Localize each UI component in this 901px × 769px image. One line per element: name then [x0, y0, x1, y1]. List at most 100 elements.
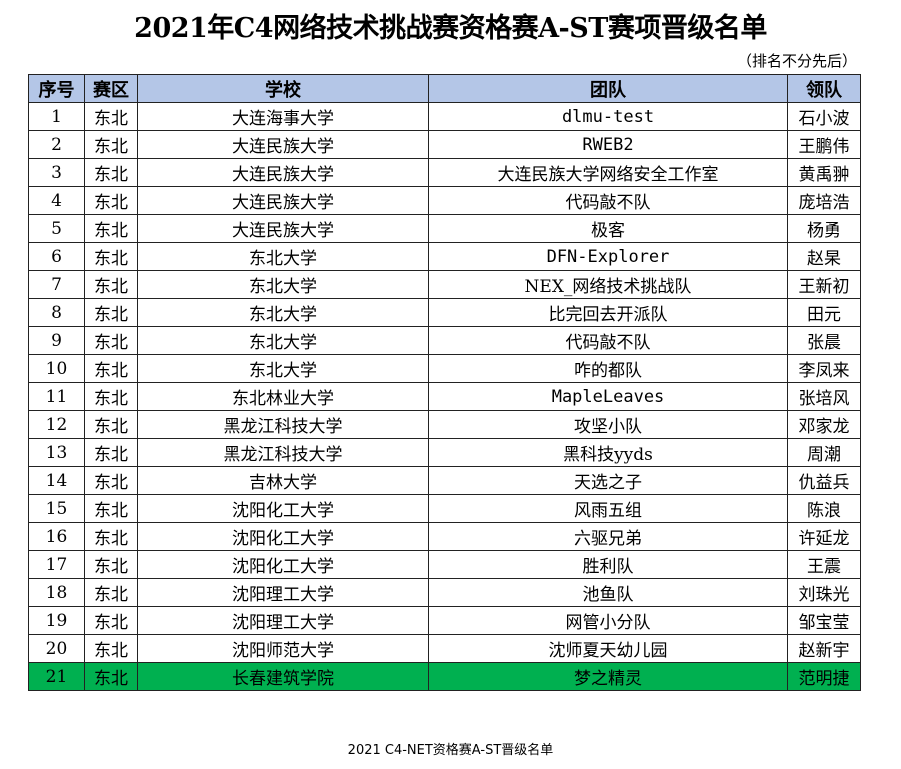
- cell-leader: 刘珠光: [787, 578, 861, 607]
- table-row: 5 东北 大连民族大学 极客 杨勇: [28, 214, 861, 243]
- table-row: 4 东北 大连民族大学 代码敲不队 庞培浩: [28, 186, 861, 215]
- cell-team: 胜利队: [428, 550, 788, 579]
- cell-school: 沈阳师范大学: [137, 634, 429, 663]
- cell-team: 网管小分队: [428, 606, 788, 635]
- cell-team: 池鱼队: [428, 578, 788, 607]
- cell-index: 3: [28, 158, 85, 187]
- cell-index: 4: [28, 186, 85, 215]
- cell-region: 东北: [84, 102, 138, 131]
- cell-region: 东北: [84, 354, 138, 383]
- table-row: 18 东北 沈阳理工大学 池鱼队 刘珠光: [28, 578, 861, 607]
- cell-index: 12: [28, 410, 85, 439]
- cell-leader: 杨勇: [787, 214, 861, 243]
- cell-index: 19: [28, 606, 85, 635]
- cell-leader: 李凤来: [787, 354, 861, 383]
- cell-leader: 赵新宇: [787, 634, 861, 663]
- cell-leader: 王新初: [787, 270, 861, 299]
- cell-team: 咋的都队: [428, 354, 788, 383]
- cell-leader: 仇益兵: [787, 466, 861, 495]
- cell-index: 9: [28, 326, 85, 355]
- cell-leader: 邓家龙: [787, 410, 861, 439]
- cell-leader: 王震: [787, 550, 861, 579]
- cell-region: 东北: [84, 662, 138, 691]
- cell-team: 极客: [428, 214, 788, 243]
- cell-school: 黑龙江科技大学: [137, 438, 429, 467]
- header-team: 团队: [428, 74, 788, 103]
- cell-index: 20: [28, 634, 85, 663]
- cell-leader: 王鹏伟: [787, 130, 861, 159]
- cell-region: 东北: [84, 158, 138, 187]
- ranking-note: （排名不分先后）: [736, 52, 857, 70]
- cell-school: 沈阳理工大学: [137, 578, 429, 607]
- cell-school: 沈阳化工大学: [137, 522, 429, 551]
- table-row: 9 东北 东北大学 代码敲不队 张晨: [28, 326, 861, 355]
- cell-region: 东北: [84, 270, 138, 299]
- cell-school: 东北大学: [137, 270, 429, 299]
- cell-index: 8: [28, 298, 85, 327]
- cell-leader: 黄禹翀: [787, 158, 861, 187]
- cell-region: 东北: [84, 466, 138, 495]
- cell-region: 东北: [84, 186, 138, 215]
- cell-region: 东北: [84, 130, 138, 159]
- cell-index: 1: [28, 102, 85, 131]
- cell-team: dlmu-test: [428, 102, 788, 131]
- cell-school: 大连民族大学: [137, 186, 429, 215]
- cell-school: 东北林业大学: [137, 382, 429, 411]
- cell-leader: 陈浪: [787, 494, 861, 523]
- cell-school: 沈阳化工大学: [137, 494, 429, 523]
- cell-region: 东北: [84, 606, 138, 635]
- cell-region: 东北: [84, 242, 138, 271]
- cell-region: 东北: [84, 298, 138, 327]
- cell-leader: 周潮: [787, 438, 861, 467]
- cell-school: 大连民族大学: [137, 214, 429, 243]
- cell-team: 比完回去开派队: [428, 298, 788, 327]
- cell-region: 东北: [84, 494, 138, 523]
- table-row: 10 东北 东北大学 咋的都队 李凤来: [28, 354, 861, 383]
- cell-school: 大连民族大学: [137, 158, 429, 187]
- cell-team: 黑科技yyds: [428, 438, 788, 467]
- cell-team: 大连民族大学网络安全工作室: [428, 158, 788, 187]
- cell-school: 沈阳化工大学: [137, 550, 429, 579]
- table-row: 6 东北 东北大学 DFN-Explorer 赵杲: [28, 242, 861, 271]
- cell-index: 17: [28, 550, 85, 579]
- cell-leader: 赵杲: [787, 242, 861, 271]
- cell-school: 东北大学: [137, 354, 429, 383]
- cell-team: 六驱兄弟: [428, 522, 788, 551]
- cell-index: 15: [28, 494, 85, 523]
- cell-leader: 石小波: [787, 102, 861, 131]
- cell-school: 大连民族大学: [137, 130, 429, 159]
- cell-team: RWEB2: [428, 130, 788, 159]
- cell-region: 东北: [84, 214, 138, 243]
- table-row: 20 东北 沈阳师范大学 沈师夏天幼儿园 赵新宇: [28, 634, 861, 663]
- cell-region: 东北: [84, 522, 138, 551]
- cell-team: 风雨五组: [428, 494, 788, 523]
- cell-school: 东北大学: [137, 326, 429, 355]
- cell-index: 2: [28, 130, 85, 159]
- table-row: 8 东北 东北大学 比完回去开派队 田元: [28, 298, 861, 327]
- qualifier-table: 序号 赛区 学校 团队 领队 1 东北 大连海事大学 dlmu-test 石小波 2 东北大…: [28, 74, 861, 691]
- cell-team: MapleLeaves: [428, 382, 788, 411]
- cell-region: 东北: [84, 578, 138, 607]
- cell-team: 梦之精灵: [428, 662, 788, 691]
- cell-leader: 许延龙: [787, 522, 861, 551]
- cell-index: 5: [28, 214, 85, 243]
- cell-region: 东北: [84, 382, 138, 411]
- cell-region: 东北: [84, 634, 138, 663]
- header-index: 序号: [28, 74, 85, 103]
- footer-caption: 2021 C4-NET资格赛A-ST晋级名单: [347, 743, 554, 758]
- cell-index: 10: [28, 354, 85, 383]
- cell-leader: 邹宝莹: [787, 606, 861, 635]
- table-row: 21 东北 长春建筑学院 梦之精灵 范明捷: [28, 662, 861, 691]
- cell-index: 16: [28, 522, 85, 551]
- cell-team: 天选之子: [428, 466, 788, 495]
- table-row: 11 东北 东北林业大学 MapleLeaves 张培风: [28, 382, 861, 411]
- table-row: 16 东北 沈阳化工大学 六驱兄弟 许延龙: [28, 522, 861, 551]
- cell-school: 黑龙江科技大学: [137, 410, 429, 439]
- table-row: 2 东北 大连民族大学 RWEB2 王鹏伟: [28, 130, 861, 159]
- header-leader: 领队: [787, 74, 861, 103]
- table-row: 17 东北 沈阳化工大学 胜利队 王震: [28, 550, 861, 579]
- table-row: 12 东北 黑龙江科技大学 攻坚小队 邓家龙: [28, 410, 861, 439]
- table-row: 14 东北 吉林大学 天选之子 仇益兵: [28, 466, 861, 495]
- table-row: 19 东北 沈阳理工大学 网管小分队 邹宝莹: [28, 606, 861, 635]
- cell-leader: 庞培浩: [787, 186, 861, 215]
